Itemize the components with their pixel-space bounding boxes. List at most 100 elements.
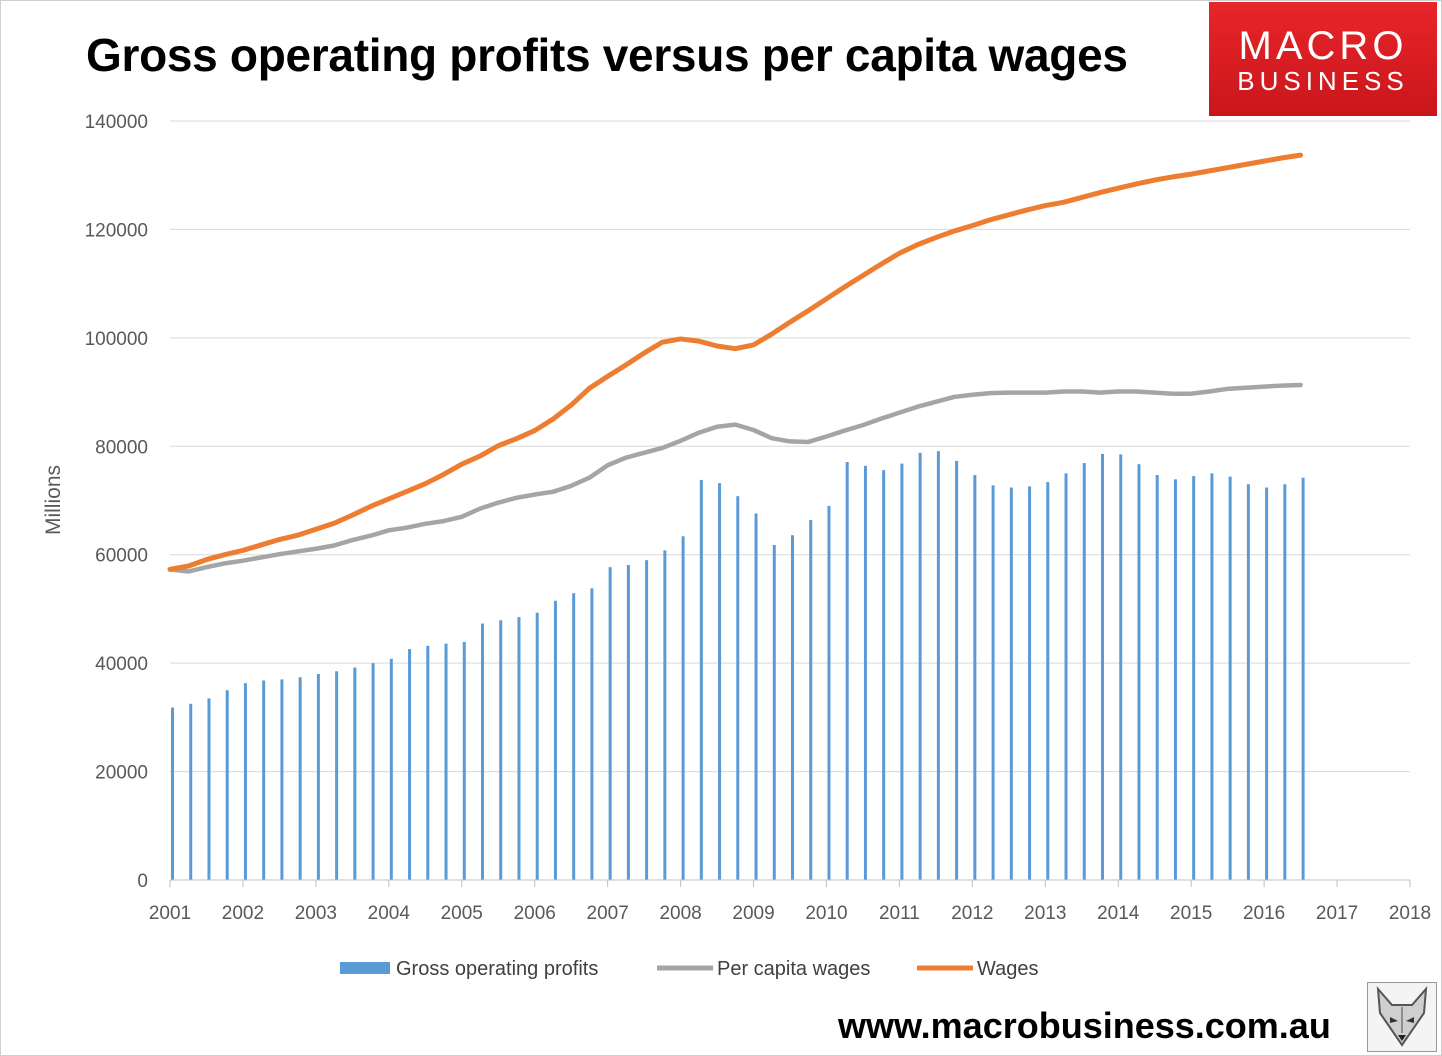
profit-bar bbox=[1064, 473, 1068, 880]
x-tick-label: 2010 bbox=[805, 903, 847, 924]
legend-label: Gross operating profits bbox=[396, 958, 598, 980]
x-tick-label: 2002 bbox=[222, 903, 264, 924]
profit-bar bbox=[1301, 477, 1305, 880]
x-tick-label: 2015 bbox=[1170, 903, 1212, 924]
bar-series-profits bbox=[171, 451, 1305, 880]
profit-bar bbox=[1155, 475, 1159, 880]
profit-bar bbox=[991, 485, 995, 880]
profit-bar bbox=[645, 560, 649, 880]
profit-bar bbox=[1009, 487, 1013, 880]
y-tick-label: 0 bbox=[137, 871, 148, 892]
profit-bar bbox=[681, 536, 685, 880]
profit-bar bbox=[608, 567, 612, 880]
profit-bar bbox=[1246, 484, 1250, 880]
profit-bar bbox=[1137, 464, 1141, 880]
profit-bar bbox=[426, 645, 430, 880]
x-tick-label: 2016 bbox=[1243, 903, 1285, 924]
profit-bar bbox=[1210, 473, 1214, 880]
profit-bar bbox=[298, 677, 302, 880]
gridlines bbox=[170, 120, 1410, 773]
profit-bar bbox=[863, 465, 867, 880]
profit-bar bbox=[280, 679, 284, 880]
profit-bar bbox=[1046, 482, 1050, 880]
y-tick-label: 80000 bbox=[95, 437, 148, 458]
profit-bar bbox=[590, 588, 594, 880]
footer-url[interactable]: www.macrobusiness.com.au bbox=[838, 1005, 1331, 1046]
x-tick-label: 2006 bbox=[514, 903, 556, 924]
fox-icon bbox=[1367, 982, 1437, 1052]
y-tick-label: 100000 bbox=[85, 329, 148, 350]
x-tick-label: 2009 bbox=[732, 903, 774, 924]
profit-bar bbox=[772, 544, 776, 880]
y-tick-label: 120000 bbox=[85, 220, 148, 241]
profit-bar bbox=[371, 663, 375, 880]
legend-label: Wages bbox=[977, 958, 1039, 980]
profit-bar bbox=[481, 623, 484, 880]
x-tick-label: 2012 bbox=[951, 903, 993, 924]
profit-bar bbox=[936, 451, 940, 880]
profit-bar bbox=[1173, 479, 1177, 880]
x-tick-label: 2003 bbox=[295, 903, 337, 924]
x-tick-label: 2008 bbox=[659, 903, 701, 924]
legend-item-per-capita-wages: Per capita wages bbox=[657, 958, 870, 980]
legend-swatch bbox=[340, 962, 390, 974]
profit-bar bbox=[499, 620, 503, 880]
profit-bar bbox=[408, 649, 412, 880]
x-tick-label: 2017 bbox=[1316, 903, 1358, 924]
profit-bar bbox=[553, 600, 557, 880]
profit-bar bbox=[444, 643, 448, 880]
x-tick-label: 2007 bbox=[587, 903, 629, 924]
profit-bar bbox=[1192, 476, 1196, 880]
profit-bar bbox=[207, 698, 211, 880]
profit-bar bbox=[973, 475, 977, 880]
profit-bar bbox=[535, 612, 539, 880]
legend-label: Per capita wages bbox=[717, 958, 870, 980]
profit-bar bbox=[1028, 486, 1032, 880]
profit-bar bbox=[262, 680, 266, 880]
profit-bar bbox=[353, 667, 357, 880]
profit-bar bbox=[900, 463, 904, 880]
profit-bar bbox=[699, 479, 703, 880]
profit-bar bbox=[882, 470, 886, 880]
x-tick-label: 2004 bbox=[368, 903, 411, 924]
macrobusiness-logo[interactable]: MACRO BUSINESS bbox=[1209, 2, 1437, 116]
profit-bar bbox=[1101, 453, 1104, 880]
profit-bar bbox=[1082, 463, 1086, 880]
x-tick-label: 2001 bbox=[149, 903, 191, 924]
profit-bar bbox=[572, 593, 576, 880]
profit-bar bbox=[845, 462, 849, 880]
legend: Gross operating profits Per capita wages W… bbox=[340, 958, 1039, 980]
y-tick-label: 60000 bbox=[95, 546, 148, 567]
profit-bar bbox=[955, 460, 959, 880]
x-tick-label: 2014 bbox=[1097, 903, 1140, 924]
profit-bar bbox=[809, 520, 813, 880]
profit-bar bbox=[316, 673, 320, 880]
profit-bar bbox=[171, 707, 174, 880]
x-tick-label: 2005 bbox=[441, 903, 483, 924]
profit-bar bbox=[389, 658, 393, 880]
profit-bar bbox=[1228, 476, 1232, 880]
y-tick-label: 140000 bbox=[85, 112, 148, 133]
profit-bar bbox=[827, 505, 831, 880]
x-tick-label: 2013 bbox=[1024, 903, 1066, 924]
x-tick-label: 2011 bbox=[879, 903, 920, 924]
profit-bar bbox=[736, 496, 740, 880]
profit-bar bbox=[517, 617, 521, 880]
profit-bar bbox=[791, 535, 794, 880]
profit-bar bbox=[243, 683, 247, 880]
profit-bar bbox=[663, 550, 667, 880]
x-tick-label: 2018 bbox=[1389, 903, 1431, 924]
profit-bar bbox=[626, 565, 630, 880]
y-tick-label: 20000 bbox=[95, 763, 148, 784]
profit-bar bbox=[718, 483, 722, 880]
profit-bar bbox=[754, 513, 758, 880]
logo-line-2: BUSINESS bbox=[1237, 66, 1409, 96]
profit-bar bbox=[189, 703, 193, 880]
profit-bar bbox=[1119, 454, 1123, 880]
page-title: Gross operating profits versus per capit… bbox=[86, 29, 1128, 81]
profit-bar bbox=[462, 641, 466, 880]
line-series bbox=[167, 152, 1304, 574]
logo-line-1: MACRO bbox=[1238, 24, 1408, 68]
y-tick-label: 40000 bbox=[95, 654, 148, 675]
